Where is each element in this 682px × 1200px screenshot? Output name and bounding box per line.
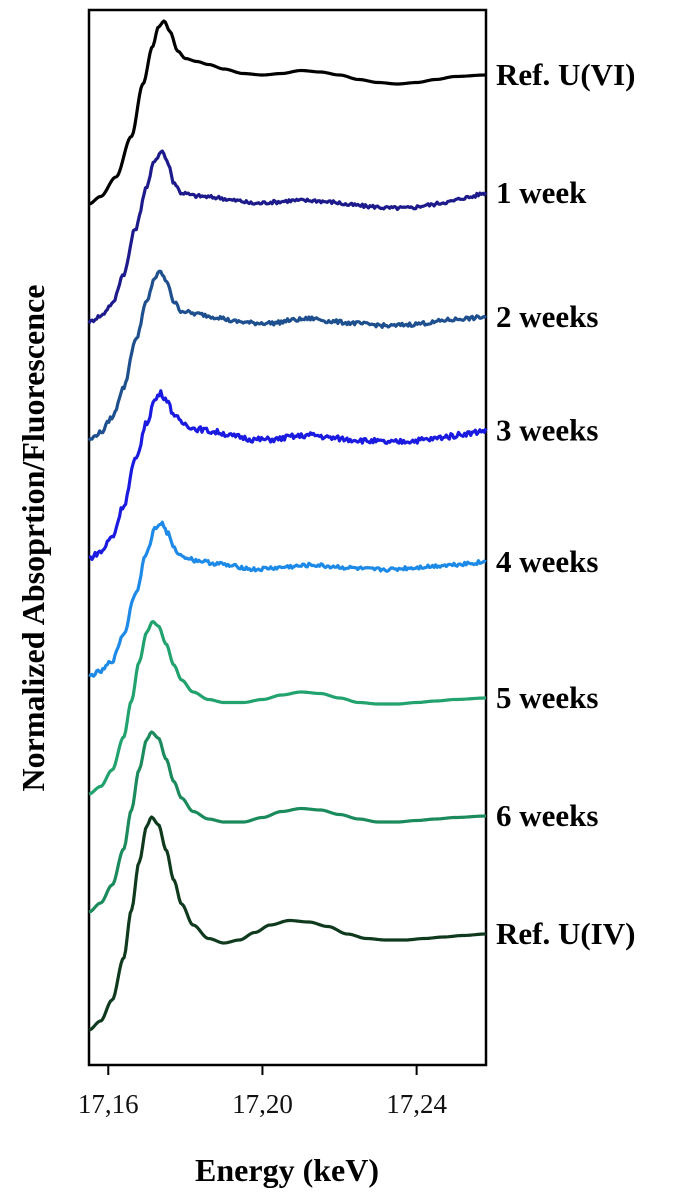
series-line-0	[88, 19, 487, 206]
series-line-4	[88, 520, 487, 678]
x-tick-label-2: 17,24	[386, 1089, 447, 1119]
series-label-4: 4 weeks	[496, 544, 598, 579]
series-label-2: 2 weeks	[496, 299, 598, 334]
y-axis-title: Normalized Absoprtion/Fluorescence	[15, 285, 51, 792]
series-line-5	[88, 620, 487, 796]
series-line-3	[88, 389, 488, 561]
series-label-1: 1 week	[496, 175, 587, 210]
series-line-1	[87, 149, 488, 325]
series-label-3: 3 weeks	[496, 413, 598, 448]
series-label-6: 6 weeks	[496, 798, 598, 833]
series-line-6	[88, 730, 487, 914]
series-layer	[87, 19, 488, 1032]
series-line-2	[87, 269, 487, 442]
series-label-5: 5 weeks	[496, 680, 598, 715]
x-tick-layer: 17,16 17,20 17,24	[78, 1065, 447, 1119]
x-axis-title: Energy (keV)	[195, 1152, 379, 1188]
plot-frame	[87, 8, 488, 1067]
series-line-7	[88, 815, 487, 1032]
series-label-0: Ref. U(VI)	[496, 57, 635, 92]
series-label-7: Ref. U(IV)	[496, 916, 635, 951]
series-label-layer: Ref. U(VI) 1 week 2 weeks 3 weeks 4 weeks 5 w…	[496, 57, 635, 951]
x-tick-label-0: 17,16	[78, 1089, 139, 1119]
x-tick-label-1: 17,20	[232, 1089, 293, 1119]
